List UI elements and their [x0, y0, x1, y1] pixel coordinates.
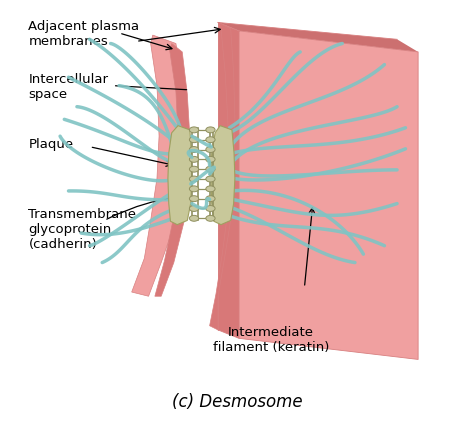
Polygon shape [132, 35, 184, 296]
Ellipse shape [190, 147, 199, 153]
Ellipse shape [190, 186, 199, 192]
Text: (c) Desmosome: (c) Desmosome [172, 393, 302, 410]
Ellipse shape [190, 176, 199, 182]
Polygon shape [211, 126, 235, 225]
Ellipse shape [190, 137, 199, 142]
Polygon shape [168, 126, 192, 225]
Ellipse shape [190, 215, 199, 221]
Text: Transmembrane
glycoprotein
(cadherin): Transmembrane glycoprotein (cadherin) [28, 208, 137, 251]
Polygon shape [210, 22, 235, 330]
Ellipse shape [190, 156, 199, 162]
Ellipse shape [190, 196, 199, 201]
Ellipse shape [190, 206, 199, 212]
Polygon shape [239, 31, 418, 360]
Ellipse shape [206, 147, 215, 153]
Ellipse shape [206, 156, 215, 162]
Polygon shape [218, 22, 239, 338]
Polygon shape [155, 44, 190, 296]
Polygon shape [218, 22, 418, 52]
Text: Adjacent plasma
membranes: Adjacent plasma membranes [28, 20, 140, 48]
Text: Plaque: Plaque [28, 138, 73, 151]
Ellipse shape [206, 196, 215, 201]
Ellipse shape [206, 166, 215, 172]
Ellipse shape [206, 127, 215, 133]
Ellipse shape [206, 215, 215, 221]
Text: Intermediate
filament (keratin): Intermediate filament (keratin) [212, 326, 329, 354]
Ellipse shape [206, 176, 215, 182]
Text: Intercellular
space: Intercellular space [28, 73, 109, 101]
Ellipse shape [206, 186, 215, 192]
Ellipse shape [206, 206, 215, 212]
Ellipse shape [190, 166, 199, 172]
Ellipse shape [190, 127, 199, 133]
Ellipse shape [206, 137, 215, 142]
